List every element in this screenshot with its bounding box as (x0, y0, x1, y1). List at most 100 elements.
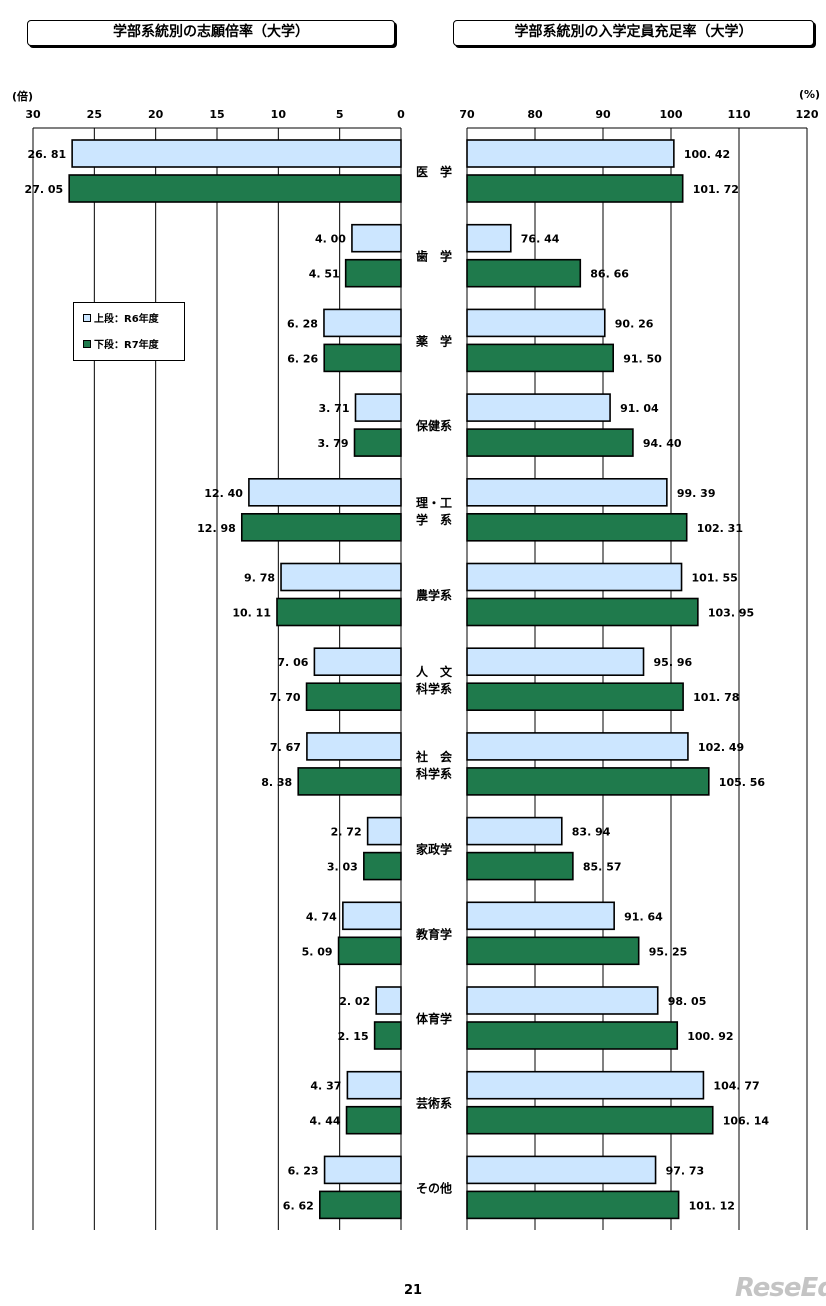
left-bar-r6 (248, 477, 402, 507)
left-data-label-r7: 7. 70 (270, 691, 301, 704)
left-data-label-r7: 10. 11 (232, 607, 271, 620)
left-bar-r6 (354, 393, 402, 422)
right-data-label-r7: 86. 66 (590, 268, 629, 281)
left-tick-label: 10 (271, 108, 287, 121)
right-data-label-r6: 91. 64 (624, 910, 663, 923)
right-bar-r6 (466, 647, 645, 677)
right-bar-r6 (466, 393, 611, 422)
right-bar-r6 (466, 732, 689, 761)
category-label: その他 (416, 1180, 452, 1195)
left-bar-r6 (323, 1155, 402, 1185)
category-label: 学 系 (416, 512, 452, 527)
left-data-label-r7: 2. 15 (338, 1030, 369, 1043)
left-bar-r6 (323, 308, 402, 338)
right-bar-r7 (466, 343, 614, 373)
right-data-label-r6: 101. 55 (692, 572, 738, 585)
right-bar-r7 (466, 1021, 679, 1050)
right-data-label-r7: 106. 14 (723, 1115, 770, 1128)
right-data-label-r6: 91. 04 (620, 402, 659, 415)
right-data-label-r7: 101. 78 (693, 691, 739, 704)
category-label: 体育学 (416, 1011, 452, 1026)
right-bar-r7 (466, 1105, 714, 1135)
left-data-label-r6: 12. 40 (204, 487, 243, 500)
left-data-label-r7: 8. 38 (261, 776, 292, 789)
left-bar-r6 (313, 647, 402, 677)
right-bar-r7 (466, 682, 684, 712)
category-label: 人 文 (416, 664, 453, 679)
right-bar-r6 (466, 139, 675, 168)
left-tick-label: 0 (397, 108, 405, 121)
category-label: 科学系 (416, 766, 452, 781)
legend-label-r7: 下段：R7年度 (94, 340, 159, 351)
right-data-label-r6: 97. 73 (666, 1164, 705, 1177)
right-bar-r7 (466, 767, 710, 796)
left-data-label-r6: 3. 71 (319, 402, 350, 415)
right-tick-label: 120 (796, 108, 819, 121)
right-bar-r7 (466, 851, 574, 881)
right-data-label-r6: 90. 26 (615, 317, 654, 330)
right-bar-r7 (466, 936, 640, 966)
right-bar-r7 (466, 174, 684, 203)
right-data-label-r6: 95. 96 (654, 656, 693, 669)
right-tick-label: 100 (660, 108, 683, 121)
left-tick-label: 30 (25, 108, 41, 121)
right-data-label-r7: 95. 25 (649, 945, 688, 958)
right-data-label-r7: 94. 40 (643, 437, 682, 450)
left-data-label-r7: 5. 09 (302, 945, 333, 958)
left-data-label-r6: 6. 28 (287, 317, 318, 330)
legend-swatch-r6 (83, 314, 91, 322)
left-tick-label: 25 (87, 108, 102, 121)
left-data-label-r6: 9. 78 (244, 572, 275, 585)
category-label: 家政学 (416, 842, 452, 857)
left-bar-r7 (276, 597, 402, 627)
left-data-label-r7: 4. 51 (309, 268, 340, 281)
right-tick-label: 80 (527, 108, 543, 121)
right-data-label-r6: 100. 42 (684, 148, 730, 161)
left-data-label-r7: 4. 44 (310, 1115, 341, 1128)
legend-swatch-r7 (83, 340, 91, 348)
left-bar-r7 (68, 174, 402, 203)
right-bar-r7 (466, 597, 699, 627)
category-label: 教育学 (415, 926, 452, 941)
left-bar-r7 (373, 1021, 402, 1050)
left-bar-r6 (351, 223, 402, 253)
left-chart-title: 学部系統別の志願倍率（大学） (27, 20, 395, 46)
left-bar-r6 (342, 901, 402, 931)
left-bar-r6 (71, 139, 402, 168)
right-bar-r7 (466, 258, 582, 288)
left-bar-r6 (375, 986, 402, 1015)
left-bar-r7 (344, 258, 402, 288)
legend-item-r7: 下段：R7年度 (83, 339, 159, 353)
right-data-label-r6: 104. 77 (713, 1080, 759, 1093)
left-bar-r6 (280, 562, 402, 592)
category-label: 歯 学 (416, 249, 452, 264)
right-data-label-r7: 101. 12 (689, 1199, 735, 1212)
left-data-label-r6: 4. 00 (315, 233, 346, 246)
legend-label-r6: 上段：R6年度 (94, 314, 159, 325)
right-tick-label: 90 (595, 108, 611, 121)
left-bar-r6 (366, 816, 402, 846)
category-label: 社 会 (415, 749, 453, 764)
left-bar-r7 (363, 851, 402, 881)
left-data-label-r7: 27. 05 (25, 183, 64, 196)
left-bar-r6 (306, 732, 402, 761)
right-tick-label: 70 (459, 108, 475, 121)
right-data-label-r7: 91. 50 (623, 352, 662, 365)
right-tick-label: 110 (728, 108, 751, 121)
right-data-label-r7: 100. 92 (687, 1030, 733, 1043)
right-data-label-r7: 102. 31 (697, 522, 743, 535)
left-data-label-r6: 7. 67 (270, 741, 301, 754)
right-bar-r6 (466, 1155, 657, 1185)
category-label: 農学系 (416, 588, 452, 603)
left-data-label-r7: 6. 26 (287, 352, 318, 365)
left-bar-r7 (318, 1190, 402, 1220)
category-label: 芸術系 (416, 1096, 452, 1111)
right-unit-label: (%) (799, 88, 821, 101)
right-data-label-r6: 83. 94 (572, 826, 611, 839)
right-bar-r6 (466, 562, 683, 592)
right-data-label-r6: 99. 39 (677, 487, 716, 500)
page-number: 21 (403, 1283, 423, 1298)
left-data-label-r7: 3. 03 (327, 861, 358, 874)
left-tick-label: 15 (209, 108, 224, 121)
